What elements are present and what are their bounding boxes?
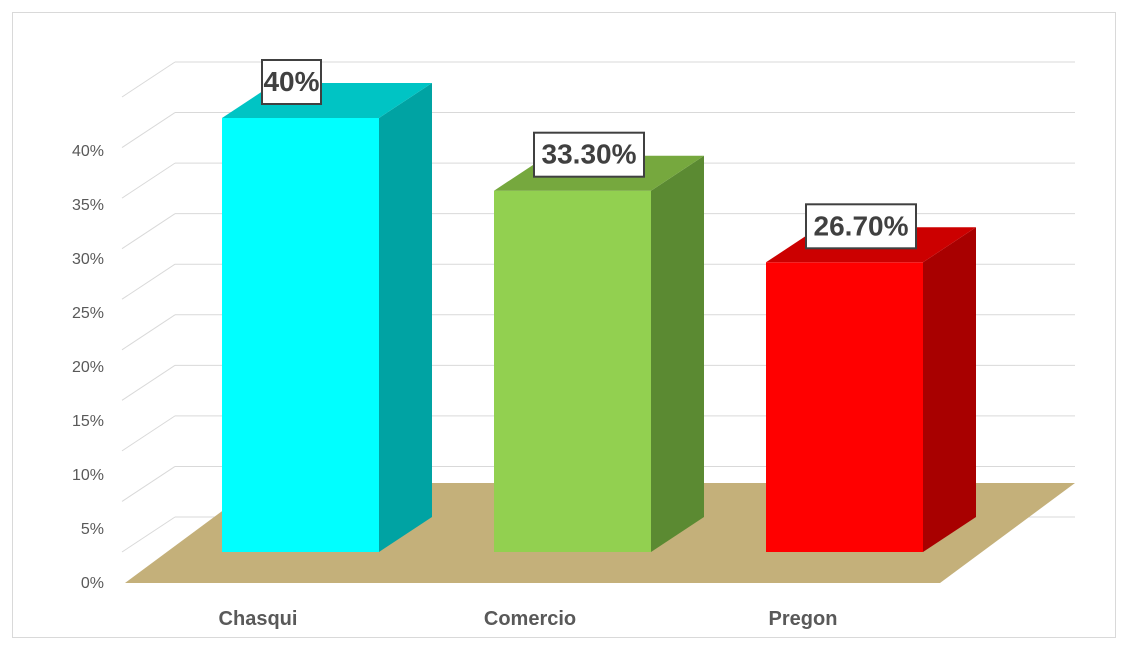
y-tick-label: 35%: [72, 197, 104, 214]
data-label-box: [533, 131, 645, 178]
data-label: 33.30%: [542, 139, 637, 170]
gridline-diagonal: [121, 415, 176, 452]
gridline-diagonal: [121, 112, 176, 148]
gridline-diagonal: [121, 364, 176, 401]
data-label-box: [805, 203, 917, 250]
bar-side: [923, 227, 976, 552]
gridline-diagonal: [121, 162, 176, 199]
data-label: 26.70%: [814, 210, 909, 241]
y-tick-label: 40%: [72, 143, 104, 160]
bar-front: [494, 190, 651, 552]
x-tick-label: Chasqui: [219, 608, 298, 630]
gridline-diagonal: [121, 516, 176, 553]
y-tick-label: 25%: [72, 305, 104, 322]
gridline-diagonal: [121, 314, 176, 351]
gridline-diagonal: [121, 466, 176, 502]
bar-front: [222, 118, 379, 552]
bar-front: [766, 262, 923, 552]
x-axis-labels: Chasqui Comercio Pregon: [219, 608, 838, 630]
bar-side: [651, 155, 704, 552]
gridline-diagonal: [121, 263, 176, 300]
y-tick-label: 30%: [72, 251, 104, 268]
data-label: 40%: [263, 66, 319, 97]
data-labels: 40% 33.30% 26.70%: [261, 59, 917, 250]
x-tick-label: Comercio: [484, 608, 576, 630]
x-tick-label: Pregon: [769, 608, 838, 630]
y-tick-label: 15%: [72, 413, 104, 430]
y-tick-label: 20%: [72, 359, 104, 376]
bars: [222, 83, 976, 552]
y-axis-ticks: 0% 5% 10% 15% 20% 25% 30% 35% 40%: [72, 143, 104, 592]
y-tick-label: 5%: [81, 521, 104, 538]
bar-side: [379, 83, 432, 552]
y-tick-label: 10%: [72, 467, 104, 484]
data-label-box: [261, 59, 322, 105]
y-tick-label: 0%: [81, 575, 104, 592]
gridline-diagonal: [121, 61, 176, 98]
gridline-diagonal: [121, 213, 176, 250]
